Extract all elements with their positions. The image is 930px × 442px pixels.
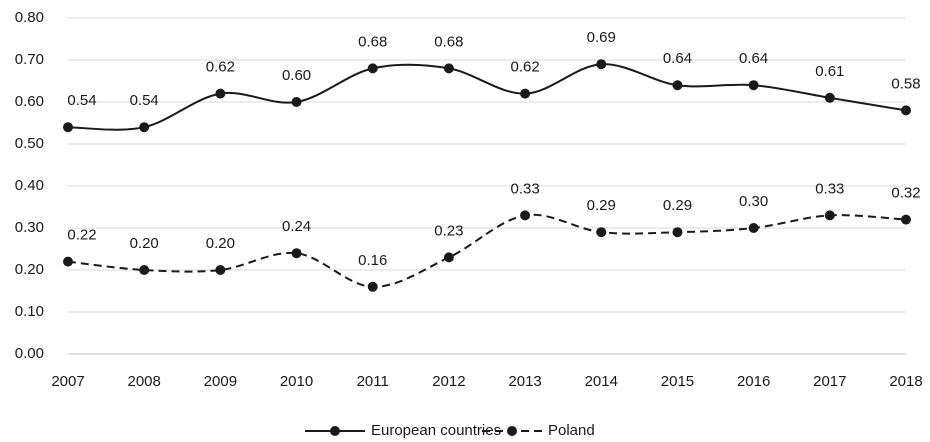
data-label: 0.58 [891,75,920,92]
data-label: 0.33 [510,180,539,197]
point-marker [901,105,911,116]
data-label: 0.20 [206,235,235,252]
x-tick-label: 2017 [813,373,846,390]
y-tick-label: 0.80 [15,9,44,26]
x-tick-label: 2007 [51,373,84,390]
series-line [67,213,907,288]
data-label: 0.23 [434,222,463,239]
point-marker [291,248,302,259]
x-tick-label: 2008 [127,373,160,390]
y-tick-label: 0.70 [15,51,44,68]
data-label: 0.54 [67,92,96,109]
data-label: 0.64 [663,50,692,67]
data-label: 0.30 [739,193,768,210]
point-marker [748,223,759,233]
series-line [67,63,907,131]
point-marker [596,59,607,70]
x-tick-label: 2014 [585,373,618,390]
point-marker [291,97,302,107]
data-label: 0.62 [206,59,235,76]
point-marker [748,80,759,91]
data-label: 0.68 [358,33,387,50]
point-marker [367,63,378,74]
point-marker [824,210,835,221]
legend-label: European countries [371,422,501,439]
point-marker [63,122,73,133]
y-tick-label: 0.50 [15,135,44,152]
data-label: 0.64 [739,50,768,67]
y-tick-label: 0.10 [15,303,44,320]
x-tick-label: 2015 [661,373,694,390]
point-marker [824,92,835,103]
point-marker [215,88,226,99]
point-marker [520,88,531,99]
legend-marker [330,426,340,436]
x-tick-label: 2011 [357,373,389,390]
point-marker [215,265,226,275]
data-label: 0.54 [130,92,159,109]
y-tick-label: 0.00 [15,345,44,362]
data-label: 0.22 [67,227,96,244]
y-tick-label: 0.30 [15,219,44,236]
data-label: 0.62 [510,59,539,76]
data-label: 0.61 [815,63,844,80]
legend-label: Poland [548,422,595,439]
point-marker [367,281,378,292]
y-tick-label: 0.20 [15,261,44,278]
point-marker [443,63,454,74]
data-label: 0.68 [434,33,463,50]
data-label: 0.60 [282,67,311,84]
point-marker [596,227,607,238]
y-tick-label: 0.60 [15,93,44,110]
point-marker [139,265,150,275]
x-tick-label: 2010 [280,373,313,390]
point-marker [520,210,531,221]
point-marker [672,80,683,91]
point-marker [443,252,454,263]
point-marker [672,227,683,238]
x-tick-label: 2012 [432,373,465,390]
data-label: 0.32 [891,185,920,202]
x-tick-label: 2013 [508,373,541,390]
legend-marker [507,426,517,436]
data-label: 0.69 [587,29,616,46]
data-label: 0.33 [815,180,844,197]
point-marker [63,256,73,267]
point-marker [139,122,150,133]
point-marker [901,214,911,225]
data-label: 0.16 [358,252,387,269]
x-tick-label: 2016 [737,373,770,390]
x-tick-label: 2018 [889,373,922,390]
x-tick-label: 2009 [204,373,237,390]
data-label: 0.20 [130,235,159,252]
y-tick-label: 0.40 [15,177,44,194]
data-label: 0.24 [282,218,311,235]
data-label: 0.29 [663,197,692,214]
data-label: 0.29 [587,197,616,214]
